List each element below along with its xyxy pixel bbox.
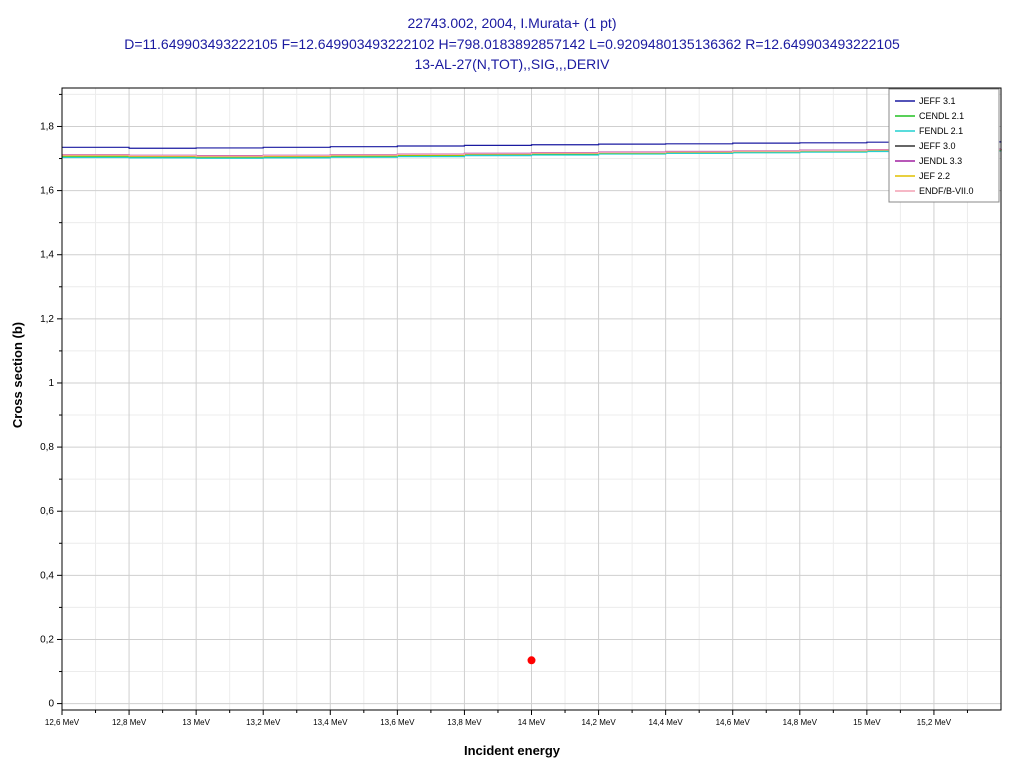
y-tick-label: 0,8 <box>40 442 54 453</box>
grid <box>61 88 1001 710</box>
title-line-2: D=11.649903493222105 F=12.64990349322210… <box>124 36 900 52</box>
x-tick-label: 13,4 MeV <box>313 718 348 727</box>
x-axis-label: Incident energy <box>464 743 561 758</box>
x-tick-label: 13,2 MeV <box>246 718 281 727</box>
series-line-0 <box>62 141 1002 149</box>
legend: JEFF 3.1 CENDL 2.1 FENDL 2.1 JEFF 3.0 JENDL … <box>888 88 1000 203</box>
legend-label-4: JENDL 3.3 <box>919 156 962 166</box>
title-line-1: 22743.002, 2004, I.Murata+ (1 pt) <box>408 15 617 31</box>
series-lines <box>62 141 1002 159</box>
y-tick-label: 1,2 <box>40 314 54 325</box>
series-line-2 <box>62 150 1002 159</box>
x-tick-label: 12,8 MeV <box>112 718 147 727</box>
x-tick-label: 13,8 MeV <box>447 718 482 727</box>
x-tick-label: 13 MeV <box>182 718 210 727</box>
legend-label-3: JEFF 3.0 <box>919 141 956 151</box>
title-line-3: 13-AL-27(N,TOT),,SIG,,,DERIV <box>414 56 610 72</box>
x-tick-label: 12,6 MeV <box>45 718 80 727</box>
legend-label-6: ENDF/B-VII.0 <box>919 186 974 196</box>
legend-label-5: JEF 2.2 <box>919 171 950 181</box>
data-point-0 <box>527 656 536 665</box>
x-tick-label: 14,6 MeV <box>716 718 751 727</box>
legend-label-2: FENDL 2.1 <box>919 126 963 136</box>
y-tick-label: 1,6 <box>40 186 54 197</box>
legend-label-1: CENDL 2.1 <box>919 111 964 121</box>
y-tick-label: 1 <box>48 378 54 389</box>
y-tick-label: 1,4 <box>40 250 54 261</box>
y-axis-label: Cross section (b) <box>10 322 25 428</box>
y-tick-label: 0,4 <box>40 570 54 581</box>
y-tick-label: 1,8 <box>40 121 54 132</box>
x-tick-label: 14,8 MeV <box>783 718 818 727</box>
y-tick-label: 0,6 <box>40 506 54 517</box>
y-tick-label: 0,2 <box>40 634 54 645</box>
x-tick-label: 15,2 MeV <box>917 718 952 727</box>
chart-title: 22743.002, 2004, I.Murata+ (1 pt) D=11.6… <box>124 15 900 72</box>
data-points <box>527 656 536 665</box>
x-tick-label: 14,2 MeV <box>581 718 616 727</box>
y-tick-label: 0 <box>48 699 54 710</box>
x-tick-label: 15 MeV <box>853 718 881 727</box>
x-tick-label: 14,4 MeV <box>649 718 684 727</box>
x-tick-label: 14 MeV <box>518 718 546 727</box>
series-line-6 <box>62 148 1002 157</box>
axis-ticks: 12,6 MeV 12,8 MeV 13 MeV 13,2 MeV 13,4 MeV 13… <box>40 93 968 727</box>
x-tick-label: 13,6 MeV <box>380 718 415 727</box>
legend-label-0: JEFF 3.1 <box>919 96 956 106</box>
